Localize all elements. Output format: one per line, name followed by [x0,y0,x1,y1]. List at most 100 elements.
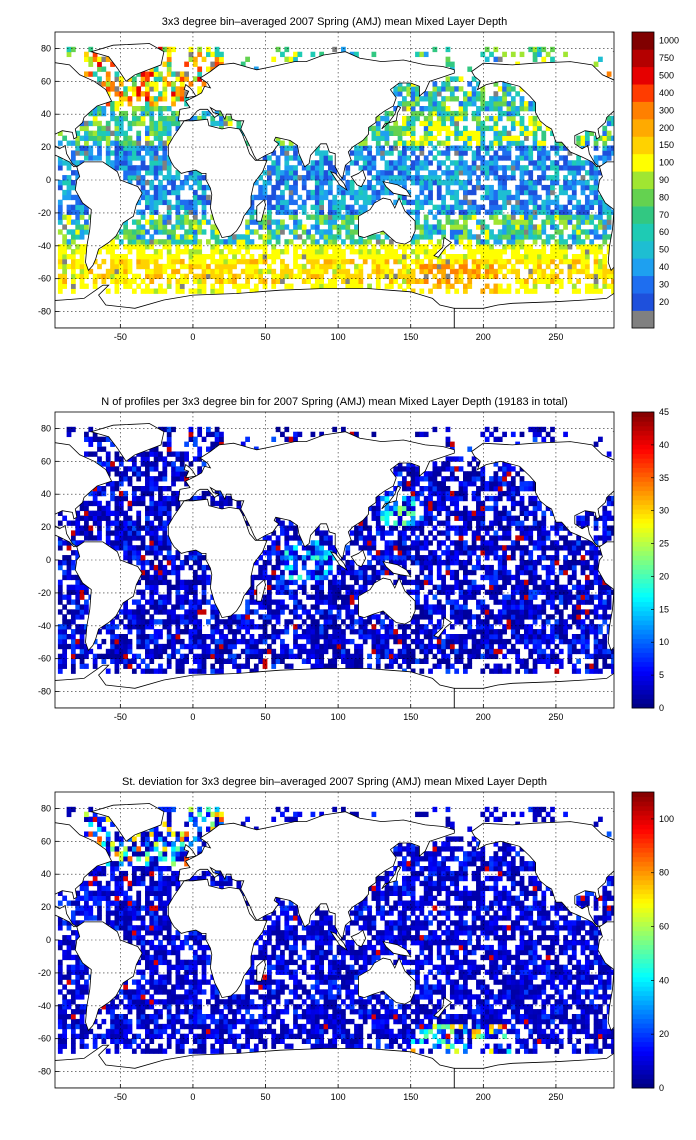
bin-cell [406,643,412,650]
bin-cell [428,619,433,625]
bin-cell [70,234,76,240]
x-tick-label: 0 [190,332,195,342]
bin-cell [432,224,438,230]
bin-cell [567,199,573,206]
bin-cell [454,120,460,127]
bin-cell [79,263,85,270]
bin-cell [323,194,329,201]
bin-cell [293,604,298,610]
bin-cell [580,175,586,181]
bin-cell [523,629,529,635]
bin-cell [184,278,189,284]
bin-cell [584,668,590,674]
bin-cell [367,155,372,161]
bin-cell [606,648,612,655]
bin-cell [245,268,250,275]
bin-cell [171,268,176,275]
bin-cell [484,643,490,650]
bin-cell [419,560,425,566]
bin-cell [149,101,155,107]
bin-cell [336,254,342,260]
bin-cell [97,140,102,146]
bin-cell [423,51,429,58]
bin-cell [493,638,499,645]
bin-cell [371,569,377,576]
bin-cell [480,263,486,270]
bin-cell [528,180,534,186]
bin-cell [593,258,599,265]
bin-cell [423,604,429,610]
bin-cell [371,268,377,275]
bin-cell [576,254,582,260]
bin-cell [458,224,464,230]
bin-cell [262,599,268,605]
bin-cell [179,180,185,186]
bin-cell [123,609,128,615]
bin-cell [571,189,577,196]
bin-cell [162,96,168,102]
bin-cell [589,629,595,635]
bin-cell [545,214,551,220]
bin-cell [70,155,76,161]
bin-cell [280,629,285,635]
bin-cell [197,629,203,635]
bin-cell [380,550,385,556]
bin-cell [62,180,68,186]
bin-cell [419,51,425,58]
bin-cell [519,589,525,595]
bin-cell [149,234,155,240]
bin-cell [397,638,403,645]
bin-cell [310,249,316,255]
bin-cell [406,140,412,146]
bin-cell [384,189,390,196]
bin-cell [589,130,595,136]
bin-cell [358,569,364,576]
bin-cell [410,619,416,625]
bin-cell [571,663,577,669]
bin-cell [454,115,460,122]
bin-cell [88,135,94,141]
bin-cell [166,249,172,255]
bin-cell [606,224,612,230]
bin-cell [423,96,429,102]
bin-cell [354,648,359,655]
bin-cell [319,273,325,280]
bin-cell [493,629,499,635]
bin-cell [166,658,172,664]
bin-cell [449,115,455,122]
bin-cell [280,574,285,581]
bin-cell [406,555,412,561]
bin-cell [484,175,490,181]
bin-cell [371,155,377,161]
bin-cell [497,258,503,265]
bin-cell [192,599,198,605]
bin-cell [354,268,359,275]
bin-cell [57,599,63,605]
bin-cell [288,273,294,280]
bin-cell [497,130,503,136]
bin-cell [436,219,442,225]
bin-cell [266,550,272,556]
bin-cell [179,71,185,77]
bin-cell [502,130,507,136]
bin-cell [506,165,512,171]
bin-cell [371,175,377,181]
bin-cell [415,140,420,146]
bin-cell [192,214,198,220]
bin-cell [410,175,416,181]
bin-cell [528,194,534,201]
bin-cell [127,101,133,107]
bin-cell [114,634,120,640]
bin-cell [105,268,111,275]
bin-cell [419,150,425,156]
bin-cell [441,125,446,132]
bin-cell [219,629,224,635]
bin-cell [397,170,403,176]
bin-cell [131,91,137,97]
bin-cell [341,653,346,660]
bin-cell [480,634,486,640]
bin-cell [458,234,464,240]
bin-cell [245,599,250,605]
bin-cell [554,214,560,220]
colorbar-segment [632,32,654,50]
